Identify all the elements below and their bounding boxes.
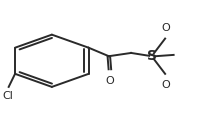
Text: S: S — [147, 49, 157, 63]
Text: O: O — [162, 23, 171, 33]
Text: O: O — [106, 76, 114, 86]
Text: Cl: Cl — [2, 91, 13, 102]
Text: O: O — [162, 80, 171, 90]
